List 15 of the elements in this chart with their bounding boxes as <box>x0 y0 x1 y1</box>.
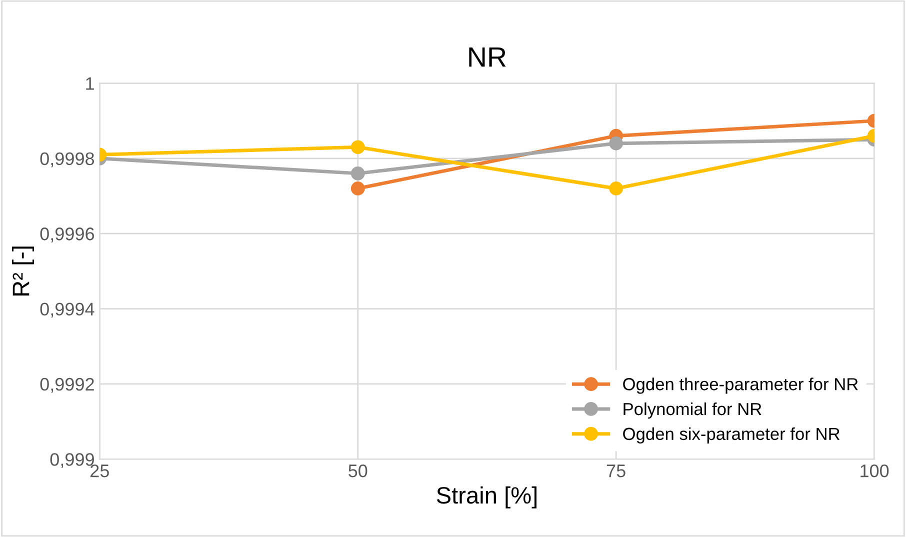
x-axis-title: Strain [%] <box>436 486 536 508</box>
y-tick-label: 0,9996 <box>40 228 94 242</box>
y-tick-label: 0,9998 <box>40 152 94 168</box>
y-tick-label: 0,9992 <box>40 378 94 393</box>
y-tick-label: 0,9994 <box>40 302 94 318</box>
point <box>350 182 365 196</box>
legend-label: Ogden three-parameter for NR <box>623 378 858 394</box>
x-tick-label: 75 <box>606 464 626 478</box>
x-tick-label: 100 <box>860 464 889 478</box>
y-axis-title: R² [-] <box>12 246 34 296</box>
chart-title: NR <box>469 47 506 67</box>
legend-label: Polynomial for NR <box>624 402 762 419</box>
legend-label: Ogden six-parameter for NR <box>623 427 840 444</box>
y-tick-label: 1 <box>86 77 94 90</box>
x-tick-label: 50 <box>348 464 368 478</box>
